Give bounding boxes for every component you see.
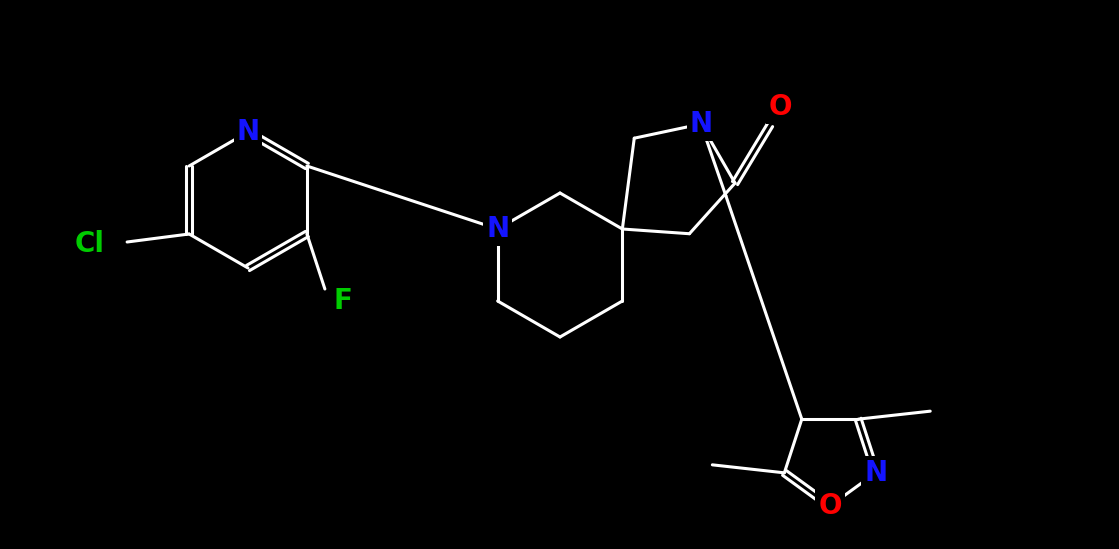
Text: F: F — [333, 287, 352, 315]
Text: N: N — [864, 459, 887, 487]
Text: N: N — [486, 215, 509, 243]
Text: N: N — [689, 110, 713, 138]
Text: N: N — [236, 118, 260, 146]
Text: Cl: Cl — [75, 230, 105, 258]
Text: O: O — [769, 93, 792, 121]
Text: O: O — [818, 492, 841, 520]
